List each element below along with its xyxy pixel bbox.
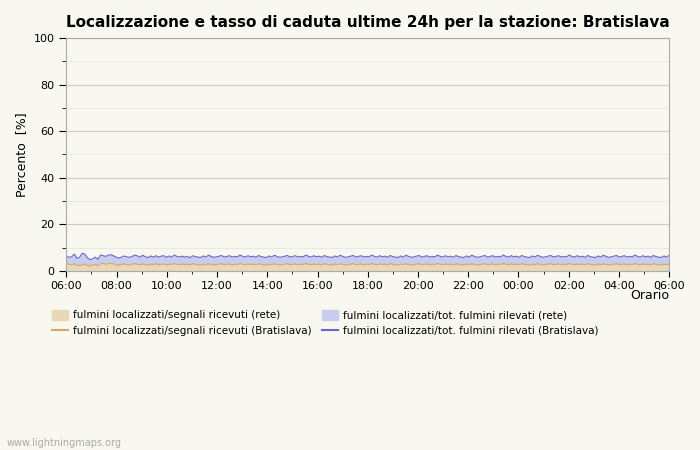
Title: Localizzazione e tasso di caduta ultime 24h per la stazione: Bratislava: Localizzazione e tasso di caduta ultime … [66,15,670,30]
Text: Orario: Orario [630,289,669,302]
Y-axis label: Percento  [%]: Percento [%] [15,112,28,197]
Text: www.lightningmaps.org: www.lightningmaps.org [7,438,122,448]
Legend: fulmini localizzati/segnali ricevuti (rete), fulmini localizzati/segnali ricevut: fulmini localizzati/segnali ricevuti (re… [48,306,603,340]
